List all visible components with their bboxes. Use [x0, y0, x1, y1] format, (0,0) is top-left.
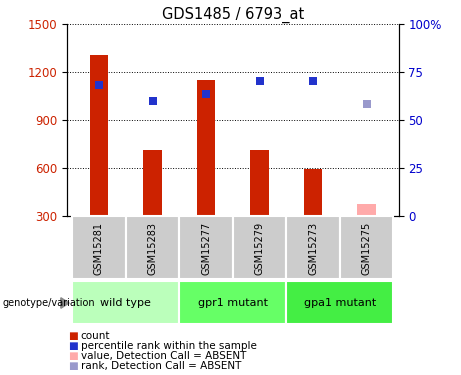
Polygon shape	[61, 298, 69, 308]
Bar	[179, 216, 233, 279]
Point	[202, 92, 210, 98]
Text: ■: ■	[68, 351, 78, 361]
Text: percentile rank within the sample: percentile rank within the sample	[81, 341, 257, 351]
Text: value, Detection Call = ABSENT: value, Detection Call = ABSENT	[81, 351, 246, 361]
Point	[256, 78, 263, 84]
Bar	[197, 80, 215, 216]
Text: gpa1 mutant: gpa1 mutant	[304, 298, 376, 308]
Text: ■: ■	[68, 341, 78, 351]
Text: GSM15279: GSM15279	[254, 222, 265, 275]
Point	[309, 78, 317, 84]
Title: GDS1485 / 6793_at: GDS1485 / 6793_at	[162, 7, 304, 23]
Bar	[179, 281, 286, 324]
Text: genotype/variation: genotype/variation	[2, 298, 95, 308]
Bar	[89, 55, 108, 216]
Point	[363, 101, 370, 107]
Bar	[250, 150, 269, 216]
Bar	[72, 216, 126, 279]
Point	[95, 82, 103, 88]
Text: GSM15281: GSM15281	[94, 222, 104, 275]
Bar	[233, 216, 286, 279]
Text: GSM15283: GSM15283	[148, 222, 158, 275]
Bar	[286, 216, 340, 279]
Point	[149, 98, 156, 104]
Bar	[286, 281, 393, 324]
Text: GSM15277: GSM15277	[201, 222, 211, 275]
Bar	[340, 216, 393, 279]
Bar	[304, 169, 323, 216]
Bar	[126, 216, 179, 279]
Text: ■: ■	[68, 361, 78, 371]
Text: GSM15273: GSM15273	[308, 222, 318, 275]
Text: GSM15275: GSM15275	[361, 222, 372, 275]
Text: count: count	[81, 331, 110, 340]
Bar	[72, 281, 179, 324]
Text: rank, Detection Call = ABSENT: rank, Detection Call = ABSENT	[81, 361, 241, 371]
Text: wild type: wild type	[100, 298, 151, 308]
Bar	[357, 204, 376, 216]
Text: gpr1 mutant: gpr1 mutant	[198, 298, 268, 308]
Text: ■: ■	[68, 331, 78, 340]
Bar	[143, 150, 162, 216]
